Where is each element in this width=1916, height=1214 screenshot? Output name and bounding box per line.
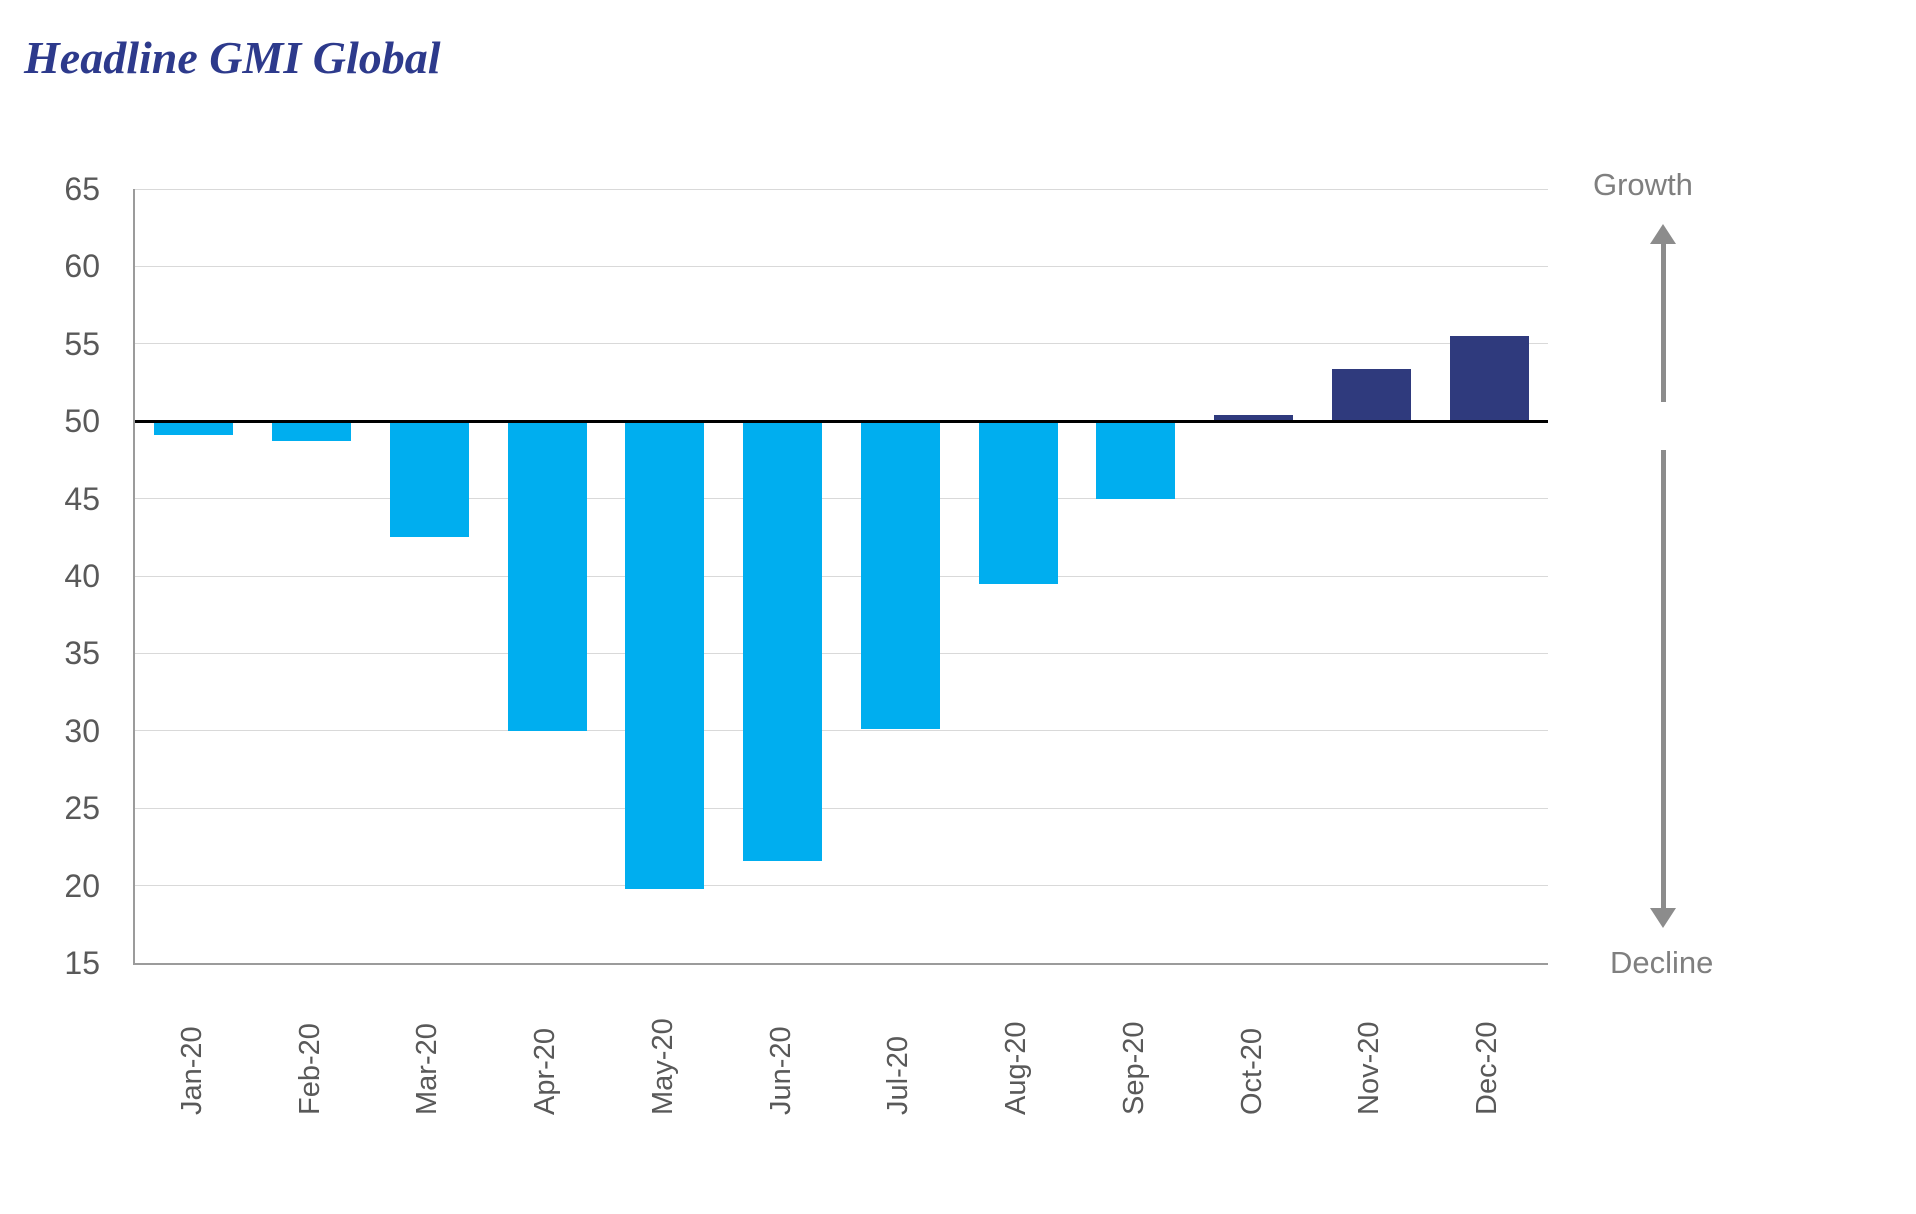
x-axis-label-Dec-20: Dec-20 [1471,1021,1504,1116]
gridline-40 [135,575,1548,577]
y-axis-label-50: 50 [64,403,100,440]
growth-arrow-up-icon [1650,224,1676,244]
gridline-25 [135,807,1548,809]
bar-Jun-20 [743,421,823,861]
y-axis-label-25: 25 [64,790,100,827]
x-axis-label-Sep-20: Sep-20 [1117,1021,1150,1115]
bar-Oct-20 [1214,415,1294,422]
y-axis-label-60: 60 [64,248,100,285]
baseline-50 [135,419,1548,423]
gridline-30 [135,730,1548,732]
x-axis-label-Nov-20: Nov-20 [1353,1021,1386,1116]
bar-Jul-20 [860,421,940,730]
bar-Sep-20 [1096,421,1176,499]
gridline-65 [135,188,1548,190]
growth-label: Growth [1593,167,1693,202]
y-axis-label-35: 35 [64,635,100,672]
x-axis-label-Aug-20: Aug-20 [1000,1021,1033,1115]
page-title: Headline GMI Global [24,32,441,83]
y-axis-label-30: 30 [64,712,100,749]
decline-arrow-shaft [1661,450,1666,910]
y-axis-label-65: 65 [64,171,100,207]
y-axis-label-55: 55 [64,325,100,362]
bar-Jan-20 [154,421,234,436]
gridline-60 [135,265,1548,267]
gridline-35 [135,652,1548,654]
x-axis-label-May-20: May-20 [646,1018,679,1115]
bar-Feb-20 [272,421,352,442]
gridline-20 [135,885,1548,887]
bar-Mar-20 [389,421,469,538]
x-axis-label-Oct-20: Oct-20 [1235,1027,1268,1115]
x-axis-label-Jan-20: Jan-20 [175,1026,208,1115]
x-axis-label-Mar-20: Mar-20 [411,1023,444,1115]
y-axis-label-20: 20 [64,867,100,904]
y-axis-label-40: 40 [64,558,100,594]
x-axis-label-Jun-20: Jun-20 [764,1026,797,1115]
x-axis-label-Jul-20: Jul-20 [882,1036,915,1115]
bar-May-20 [625,421,705,889]
chart-plot-area [133,188,1548,965]
x-axis-label-Feb-20: Feb-20 [293,1023,326,1115]
decline-arrow-down-icon [1650,908,1676,928]
y-axis-label-15: 15 [64,945,100,981]
growth-arrow-shaft [1661,242,1666,402]
decline-label: Decline [1610,945,1714,980]
bar-Aug-20 [978,421,1058,584]
y-axis-label-45: 45 [64,480,100,517]
gridline-55 [135,343,1548,345]
gridline-45 [135,498,1548,500]
bar-Apr-20 [507,421,587,731]
bar-Dec-20 [1449,336,1529,422]
x-axis-label-Apr-20: Apr-20 [529,1027,562,1115]
bar-Nov-20 [1331,368,1411,422]
